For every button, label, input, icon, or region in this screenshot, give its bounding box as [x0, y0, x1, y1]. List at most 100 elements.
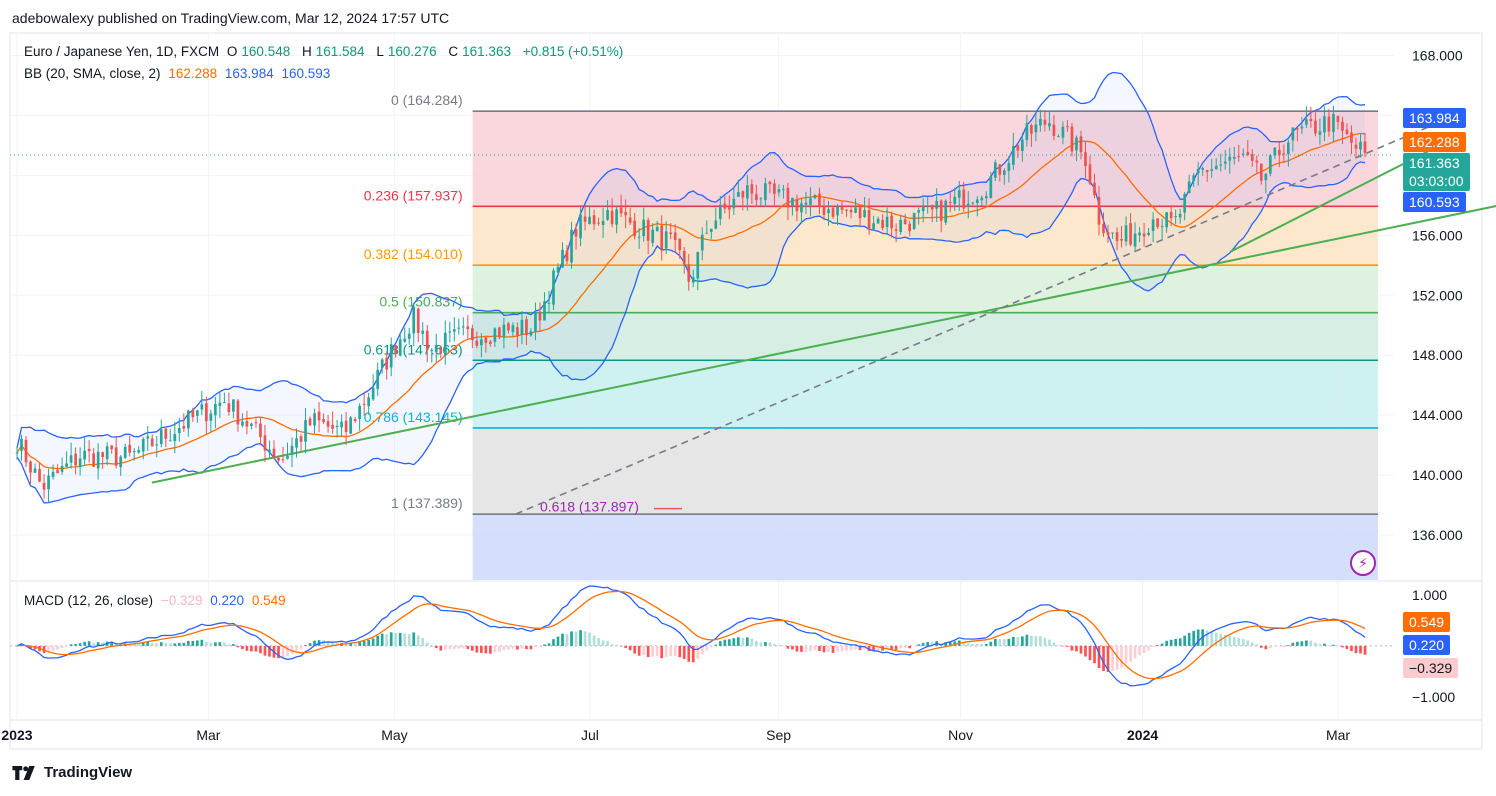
candle-body [313, 413, 316, 426]
macd-legend: MACD (12, 26, close) −0.329 0.220 0.549 [24, 593, 290, 608]
candle-body [930, 204, 934, 210]
candle-body [1075, 137, 1078, 151]
fib-label-0.382: 0.382 (154.010) [364, 246, 463, 262]
candle-body [971, 202, 975, 204]
macd-histogram-bar [538, 645, 542, 647]
candle-body [1345, 129, 1349, 135]
macd-histogram-bar [1300, 641, 1304, 646]
time-tick-label: 2024 [1127, 727, 1158, 743]
macd-histogram-bar [561, 633, 564, 646]
bb-basis-value: 162.288 [168, 66, 218, 81]
macd-histogram-bar [74, 644, 77, 646]
macd-histogram-bar [714, 644, 718, 646]
candle-body [664, 231, 668, 249]
macd-histogram-bar [214, 642, 217, 646]
time-tick-label: Sep [766, 727, 791, 743]
candle-body [362, 403, 366, 405]
macd-histogram-bar [1178, 638, 1182, 646]
macd-histogram-bar [1246, 640, 1250, 646]
candle-body [1138, 232, 1141, 236]
macd-histogram-bar [1174, 638, 1177, 646]
candle-body [164, 428, 168, 439]
macd-histogram-bar [696, 645, 700, 659]
candle-body [416, 308, 420, 334]
symbol-name: Euro / Japanese Yen, 1D, FXCM [24, 44, 220, 59]
macd-histogram-bar [903, 645, 907, 648]
candle-body [1327, 116, 1331, 132]
candle-body [948, 202, 952, 204]
candle-body [1021, 139, 1024, 151]
macd-histogram-bar [669, 645, 673, 657]
macd-histogram-bar [1043, 637, 1047, 646]
macd-histogram-bar [516, 645, 519, 650]
candle-body [168, 440, 172, 442]
candle-body [682, 251, 686, 265]
candle-body [696, 252, 700, 279]
candle-body [281, 459, 285, 461]
candle-body [543, 301, 546, 321]
candle-body [1169, 211, 1173, 219]
candle-body [1268, 155, 1272, 174]
candle-body [191, 410, 195, 418]
candle-body [872, 223, 875, 230]
macd-histogram-bar [164, 642, 168, 646]
candle-body [141, 439, 145, 452]
candle-body [1057, 136, 1060, 138]
macd-histogram-bar [782, 645, 785, 647]
candle-body [443, 332, 447, 356]
candle-body [1259, 163, 1263, 181]
candle-body [1030, 125, 1033, 134]
macd-histogram-bar [1210, 631, 1214, 646]
ohlc-close: C 161.363 [448, 44, 511, 59]
macd-histogram-bar [1250, 642, 1254, 646]
candle-body [1237, 156, 1241, 158]
candle-body [1246, 152, 1250, 155]
candle-body [791, 197, 794, 206]
time-tick-label: Jul [581, 727, 599, 743]
macd-histogram-bar [159, 642, 163, 646]
candle-body [1160, 226, 1164, 228]
macd-histogram-bar [290, 645, 294, 654]
candle-body [353, 419, 357, 422]
macd-histogram-bar [998, 639, 1002, 646]
candle-body [574, 229, 578, 237]
macd-histogram-bar [633, 645, 636, 654]
candle-body [218, 402, 222, 407]
candle-body [1066, 126, 1069, 128]
macd-histogram-bar [1187, 632, 1191, 646]
candle-body [430, 349, 434, 352]
macd-histogram-bar [709, 645, 713, 648]
macd-histogram-bar [863, 645, 866, 650]
candle-body [380, 359, 384, 368]
macd-histogram-bar [597, 638, 600, 646]
candle-body [394, 345, 398, 355]
candle-body [1174, 216, 1177, 218]
last-price-tag: 161.363 03:03:00 [1403, 153, 1470, 191]
candle-body [1002, 170, 1006, 175]
macd-histogram-bar [1160, 643, 1164, 646]
macd-histogram-bar [1106, 645, 1110, 672]
macd-histogram-bar [331, 642, 334, 646]
macd-histogram-bar [570, 631, 573, 646]
lightning-icon[interactable]: ⚡ [1350, 550, 1376, 576]
macd-histogram-bar [168, 643, 172, 646]
candle-body [1079, 136, 1083, 153]
macd-histogram-bar [1088, 645, 1092, 661]
candle-body [1142, 233, 1146, 237]
fib-zone-0.786 [472, 427, 1378, 515]
candle-body [489, 341, 492, 344]
candle-body [186, 410, 190, 429]
candle-body [461, 326, 465, 328]
candle-body [195, 410, 199, 416]
macd-histogram-bar [322, 640, 325, 646]
macd-line-tag: 0.220 [1403, 635, 1451, 655]
macd-histogram-bar [263, 645, 267, 656]
macd-histogram-bar [1061, 645, 1065, 647]
macd-histogram-bar [1021, 636, 1024, 646]
candle-body [114, 447, 118, 466]
candle-body [452, 329, 456, 332]
macd-histogram-bar [65, 645, 68, 647]
candle-body [534, 312, 537, 332]
price-tick-label: 140.000 [1412, 467, 1463, 483]
macd-histogram-bar [281, 645, 285, 658]
